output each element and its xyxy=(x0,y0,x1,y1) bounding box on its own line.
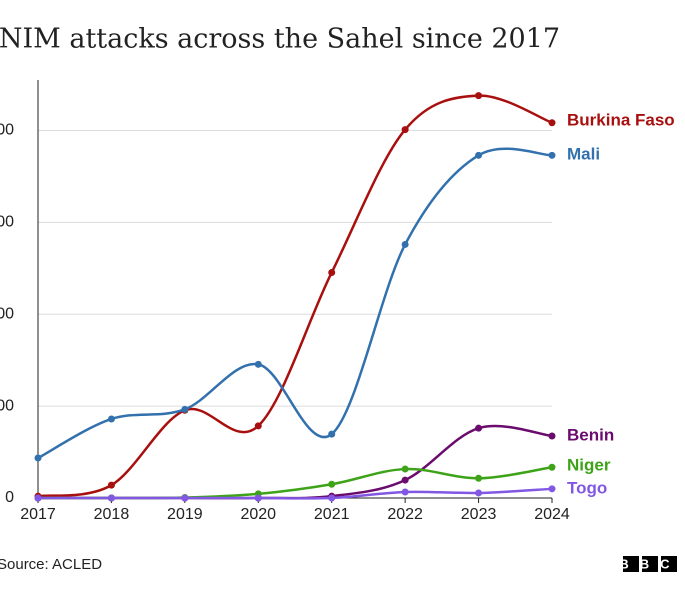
data-point xyxy=(548,485,556,493)
data-point xyxy=(328,430,336,438)
legend-label: Burkina Faso xyxy=(567,110,675,129)
legend-label: Togo xyxy=(567,478,607,497)
y-tick-label: 400 xyxy=(0,305,14,322)
data-point xyxy=(548,151,556,159)
logo: BBC xyxy=(619,556,680,572)
data-point xyxy=(328,494,336,502)
data-point xyxy=(548,432,556,440)
data-point xyxy=(548,463,556,471)
chart-title: JNIM attacks across the Sahel since 2017 xyxy=(0,24,560,55)
x-tick-label: 2019 xyxy=(167,506,203,523)
data-point xyxy=(107,481,115,489)
logo-box xyxy=(623,556,639,572)
data-point xyxy=(401,126,409,134)
y-tick-label: 0 xyxy=(5,489,14,506)
data-point xyxy=(254,422,262,430)
data-point xyxy=(548,119,556,127)
data-point xyxy=(328,268,336,276)
x-tick-label: 2020 xyxy=(240,506,276,523)
data-point xyxy=(181,494,189,502)
x-tick-label: 2018 xyxy=(94,506,130,523)
data-point xyxy=(401,488,409,496)
data-point xyxy=(401,476,409,484)
y-tick-label: 800 xyxy=(0,122,14,139)
data-point xyxy=(475,474,483,482)
legend-label: Niger xyxy=(567,455,611,474)
data-point xyxy=(475,424,483,432)
logo-box xyxy=(661,556,677,572)
data-point xyxy=(401,240,409,248)
series-line xyxy=(37,94,553,498)
logo-box xyxy=(642,556,658,572)
data-point xyxy=(34,494,42,502)
data-point xyxy=(254,360,262,368)
data-point xyxy=(328,480,336,488)
legend-label: Benin xyxy=(567,425,614,444)
x-tick-label: 2017 xyxy=(20,506,56,523)
data-point xyxy=(107,494,115,502)
y-tick-label: 200 xyxy=(0,397,14,414)
series-line xyxy=(37,147,553,460)
x-tick-label: 2024 xyxy=(534,506,570,523)
series-line xyxy=(38,487,553,500)
data-point xyxy=(107,415,115,423)
data-point xyxy=(181,405,189,413)
data-point xyxy=(34,454,42,462)
x-tick-label: 2021 xyxy=(314,506,350,523)
data-point xyxy=(254,494,262,502)
data-point xyxy=(401,465,409,473)
data-point xyxy=(475,151,483,159)
data-point xyxy=(475,92,483,100)
series-line xyxy=(38,424,553,500)
x-tick-label: 2023 xyxy=(461,506,497,523)
logo-text: BBC xyxy=(619,556,680,571)
x-tick-label: 2022 xyxy=(387,506,423,523)
legend-label: Mali xyxy=(567,144,600,163)
y-tick-label: 600 xyxy=(0,214,14,231)
source: Source: ACLED xyxy=(0,556,102,573)
data-point xyxy=(475,489,483,497)
